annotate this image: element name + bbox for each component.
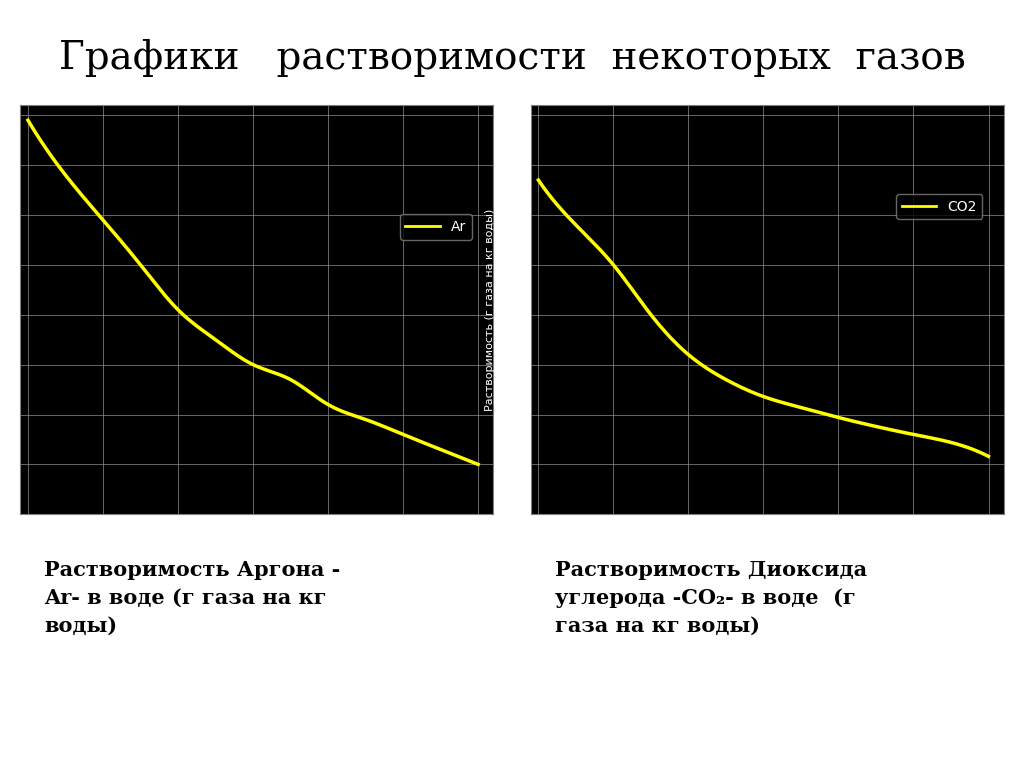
Y-axis label: Растворимость (г газа на кг воды): Растворимость (г газа на кг воды) bbox=[485, 209, 495, 411]
Text: Растворимость Аргона -
Ar- в воде (г газа на кг
воды): Растворимость Аргона - Ar- в воде (г газ… bbox=[44, 560, 340, 636]
X-axis label: Температура воды (град Цельсия): Температура воды (град Цельсия) bbox=[666, 543, 868, 553]
X-axis label: Температура воды (град Цельсия): Температура воды (град Цельсия) bbox=[156, 543, 358, 553]
Text: Растворимость Диоксида
углерода -CO₂- в воде  (г
газа на кг воды): Растворимость Диоксида углерода -CO₂- в … bbox=[555, 560, 866, 636]
Text: Графики   растворимости  некоторых  газов: Графики растворимости некоторых газов bbox=[58, 39, 966, 77]
Legend: CO2: CO2 bbox=[896, 194, 982, 219]
Legend: Ar: Ar bbox=[399, 215, 472, 239]
